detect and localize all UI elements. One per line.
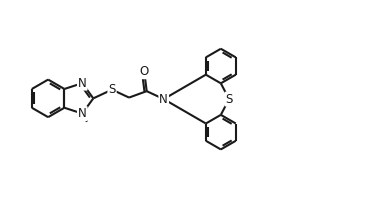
Text: N: N	[160, 93, 168, 106]
Text: S: S	[225, 93, 233, 106]
Text: S: S	[108, 83, 116, 96]
Text: N: N	[78, 77, 87, 90]
Text: N: N	[78, 107, 87, 120]
Text: O: O	[140, 65, 149, 78]
